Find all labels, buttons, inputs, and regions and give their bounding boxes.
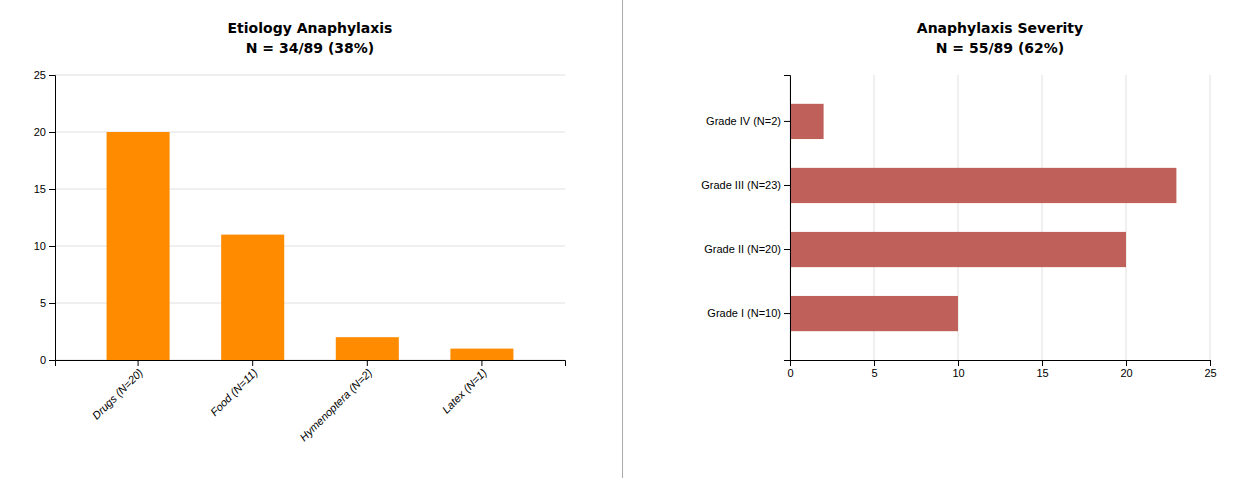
tick-label: 15 <box>1036 367 1048 379</box>
tick-mark <box>49 132 55 133</box>
tick: 0 <box>787 360 793 379</box>
tick: Grade III (N=23) <box>701 179 790 191</box>
title: Anaphylaxis Severity <box>917 20 1083 36</box>
tick-label: Grade II (N=20) <box>704 243 781 255</box>
grid-line <box>1210 75 1211 360</box>
tick: 20 <box>1120 360 1132 379</box>
tick: 15 <box>1036 360 1048 379</box>
y-axis: 0 5 10 15 20 25 <box>34 69 56 366</box>
tick: 15 <box>34 183 55 195</box>
tick: Grade II (N=20) <box>704 243 790 255</box>
tick-mark <box>367 360 368 366</box>
grid-line <box>55 75 565 76</box>
bar <box>221 235 284 360</box>
tick-label: 5 <box>871 367 877 379</box>
tick-label: 0 <box>787 367 793 379</box>
subtitle: N = 55/89 (62%) <box>936 40 1064 56</box>
tick: 10 <box>34 240 55 252</box>
tick-label: 25 <box>1204 367 1216 379</box>
tick: Hymenoptera (N=2) <box>297 360 374 443</box>
tick: Latex (N=1) <box>440 360 490 416</box>
tick-mark <box>138 360 139 366</box>
tick-mark <box>784 313 790 314</box>
tick-label: Drugs (N=20) <box>90 366 146 422</box>
tick: Drugs (N=20) <box>90 360 146 422</box>
grid-line <box>1042 75 1043 360</box>
chart-canvas: Etiology Anaphylaxis N = 34/89 (38%) 0 5 10 1… <box>0 0 1236 478</box>
tick-mark <box>958 360 959 366</box>
tick: 5 <box>40 297 55 309</box>
grid <box>55 75 565 360</box>
tick-mark <box>1210 360 1211 366</box>
divider <box>622 0 623 478</box>
tick-mark <box>49 75 55 76</box>
panel: Etiology Anaphylaxis N = 34/89 (38%) 0 5 10 1… <box>34 20 566 443</box>
tick: 25 <box>34 69 55 81</box>
tick: 0 <box>40 354 55 366</box>
tick-label: Grade IV (N=2) <box>706 115 781 127</box>
tick-label: Grade III (N=23) <box>701 179 781 191</box>
x-axis: 0 5 10 15 20 25 <box>787 360 1216 379</box>
bars <box>107 132 514 360</box>
tick: 20 <box>34 126 55 138</box>
tick-label: 15 <box>34 183 46 195</box>
grid-line <box>1126 75 1127 360</box>
tick-mark <box>252 360 253 366</box>
tick-mark <box>481 360 482 366</box>
grid <box>790 75 1210 360</box>
bar <box>790 104 824 139</box>
tick: Grade I (N=10) <box>707 307 790 319</box>
tick-label: 10 <box>952 367 964 379</box>
y-axis: Grade I (N=10) Grade II (N=20) Grade III (… <box>701 76 790 361</box>
tick-label: 25 <box>34 69 46 81</box>
tick-label: 20 <box>1120 367 1132 379</box>
bars <box>790 104 1176 331</box>
tick-label: 0 <box>40 354 46 366</box>
bar <box>450 349 513 360</box>
bar <box>790 168 1176 203</box>
tick: 10 <box>952 360 964 379</box>
tick-label: Latex (N=1) <box>440 366 490 416</box>
bar <box>790 296 958 331</box>
tick-mark <box>874 360 875 366</box>
tick-mark <box>784 121 790 122</box>
axis-line <box>784 76 791 361</box>
tick: 25 <box>1204 360 1216 379</box>
tick: 5 <box>871 360 877 379</box>
tick-mark <box>49 360 55 361</box>
tick-mark <box>49 246 55 247</box>
panel: Anaphylaxis Severity N = 55/89 (62%) 0 5 10 1… <box>701 20 1216 379</box>
axis-line <box>56 361 566 367</box>
title: Etiology Anaphylaxis <box>228 20 393 36</box>
axis-line <box>49 76 56 361</box>
bar <box>336 337 399 360</box>
subtitle: N = 34/89 (38%) <box>246 40 374 56</box>
tick-mark <box>1042 360 1043 366</box>
tick-mark <box>784 185 790 186</box>
tick-mark <box>49 189 55 190</box>
tick: Grade IV (N=2) <box>706 115 790 127</box>
tick-mark <box>784 249 790 250</box>
x-axis: Drugs (N=20) Food (N=11) Hymenoptera (N=2)… <box>56 360 566 443</box>
bar <box>790 232 1126 267</box>
tick-label: 10 <box>34 240 46 252</box>
tick-label: Food (N=11) <box>208 366 260 418</box>
tick-label: 20 <box>34 126 46 138</box>
bar <box>107 132 170 360</box>
axis-line <box>791 361 1211 367</box>
tick-mark <box>49 303 55 304</box>
tick: Food (N=11) <box>208 360 260 418</box>
tick-label: Hymenoptera (N=2) <box>297 366 374 443</box>
tick-mark <box>1126 360 1127 366</box>
tick-label: Grade I (N=10) <box>707 307 781 319</box>
tick-label: 5 <box>40 297 46 309</box>
